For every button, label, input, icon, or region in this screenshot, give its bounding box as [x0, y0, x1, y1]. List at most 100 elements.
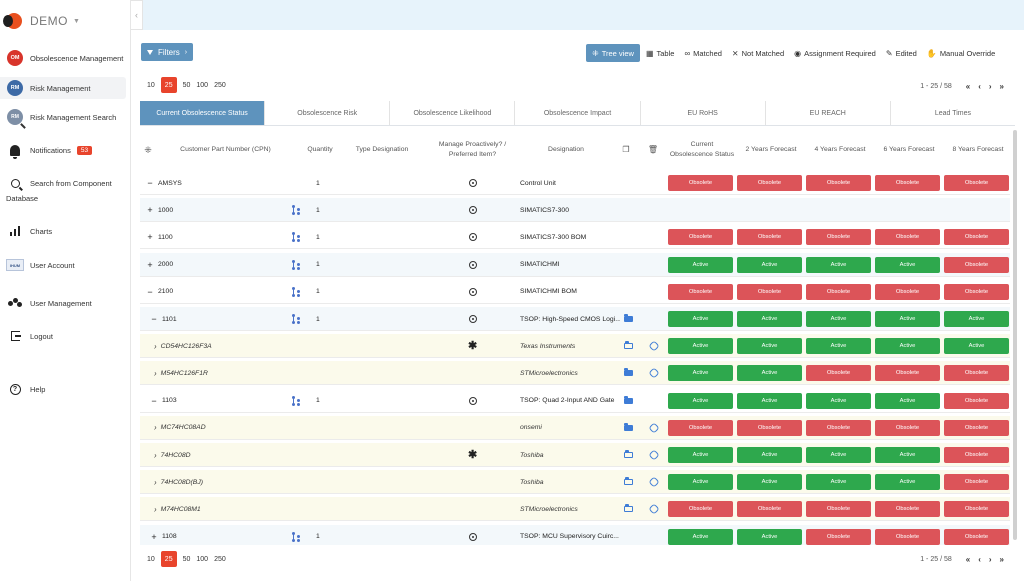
header-quantity[interactable]: Quantity: [307, 146, 333, 154]
table-scrollbar[interactable]: [1013, 130, 1017, 540]
tab-obsolescence-risk[interactable]: Obsolescence Risk: [265, 101, 391, 125]
tab-eu-rohs[interactable]: EU RoHS: [640, 101, 766, 125]
manage-proactively-radio-icon[interactable]: [469, 179, 477, 187]
collapse-minus-icon[interactable]: −: [147, 178, 153, 188]
hierarchy-header-icon[interactable]: ⁜: [144, 144, 152, 155]
sidebar-item-user-account[interactable]: IHUM User Account: [0, 255, 126, 275]
sidebar-collapse-button[interactable]: ‹: [131, 0, 143, 30]
part-row[interactable]: › 74HC08D(BJ) Toshiba Active Active Active Act…: [140, 470, 1010, 495]
sidebar-item-label-continued[interactable]: Database: [6, 194, 39, 203]
sidebar-item-obsolescence-management[interactable]: OM Obsolescence Management: [0, 48, 126, 68]
part-row[interactable]: › 74HC08D ✱ Toshiba Active Active Active Active…: [140, 443, 1010, 467]
prev-page-button[interactable]: ‹: [978, 82, 981, 91]
view-tab-not-matched[interactable]: ⨯ Not Matched: [731, 48, 785, 58]
manage-proactively-radio-icon[interactable]: [469, 287, 477, 296]
folder-icon[interactable]: [624, 477, 633, 486]
expand-chevron-icon[interactable]: ›: [154, 341, 157, 351]
tab-eu-reach[interactable]: EU REACH: [765, 101, 891, 125]
part-row[interactable]: › CD54HC126F3A ✱ Texas Instruments Active Act…: [140, 334, 1010, 359]
view-tab-assignment-required[interactable]: ◉ Assignment Required: [794, 48, 876, 58]
manage-proactively-radio-icon[interactable]: [469, 315, 477, 323]
header-cpn[interactable]: Customer Part Number (CPN): [180, 146, 271, 154]
folder-icon[interactable]: [624, 450, 633, 458]
collapse-minus-icon[interactable]: −: [147, 286, 153, 297]
expand-plus-icon[interactable]: +: [147, 232, 153, 243]
tree-structure-icon[interactable]: [292, 259, 300, 270]
tree-structure-icon[interactable]: [292, 314, 300, 324]
manage-proactively-radio-icon[interactable]: [469, 396, 477, 405]
manage-proactively-radio-icon[interactable]: [469, 260, 477, 269]
sidebar-item-risk-management[interactable]: RM Risk Management: [0, 77, 126, 99]
brand[interactable]: DEMO ▼: [3, 11, 80, 31]
page-size-10[interactable]: 10: [147, 81, 155, 89]
view-tab-matched[interactable]: ∞ Matched: [684, 48, 722, 58]
page-size-50[interactable]: 50: [182, 555, 191, 563]
copy-header-icon[interactable]: ❐: [622, 145, 630, 155]
assembly-row[interactable]: − AMSYS 1 Control Unit Obsolete Obsolete Obsol…: [140, 171, 1010, 195]
link-icon[interactable]: [648, 503, 660, 516]
tree-structure-icon[interactable]: [292, 205, 300, 216]
preferred-item-star-icon[interactable]: ✱: [468, 340, 478, 353]
assembly-row[interactable]: −1101 1 TSOP: High-Speed CMOS Logi... Activ…: [140, 307, 1010, 331]
view-tab-manual-override[interactable]: ✋ Manual Override: [926, 48, 996, 58]
first-page-button[interactable]: «: [965, 555, 971, 564]
page-size-10[interactable]: 10: [147, 555, 155, 563]
link-icon[interactable]: [648, 476, 660, 488]
filters-button[interactable]: Filters ›: [141, 43, 193, 61]
prev-page-button[interactable]: ‹: [978, 555, 981, 564]
next-page-button[interactable]: ›: [988, 555, 992, 564]
next-page-button[interactable]: ›: [988, 82, 992, 91]
manage-proactively-radio-icon[interactable]: [469, 233, 477, 242]
part-row[interactable]: › MC74HC08AD onsemi Obsolete Obsolete Obsolet…: [140, 415, 1010, 440]
link-icon[interactable]: [648, 449, 660, 461]
expand-plus-icon[interactable]: +: [147, 259, 153, 270]
view-tab-edited[interactable]: ✎ Edited: [885, 48, 917, 58]
assembly-row[interactable]: −2100 1 SIMATICHMI BOM Obsolete Obsolete Obso…: [140, 280, 1010, 304]
expand-plus-icon[interactable]: +: [151, 531, 157, 542]
header-current-status[interactable]: Current Obsolescence Status: [669, 141, 735, 158]
first-page-button[interactable]: «: [965, 82, 971, 91]
header-type-designation[interactable]: Type Designation: [355, 146, 409, 154]
header-2-years-forecast[interactable]: 2 Years Forecast: [745, 146, 797, 154]
page-size-250[interactable]: 250: [214, 555, 226, 563]
page-size-100[interactable]: 100: [196, 555, 209, 563]
expand-chevron-icon[interactable]: ›: [154, 368, 157, 378]
link-icon[interactable]: [648, 340, 660, 352]
header-8-years-forecast[interactable]: 8 Years Forecast: [952, 146, 1004, 154]
view-tab-table[interactable]: ▦ Table: [645, 48, 675, 58]
preferred-item-star-icon[interactable]: ✱: [468, 449, 478, 461]
tab-obsolescence-impact[interactable]: Obsolescence Impact: [515, 101, 641, 125]
folder-icon[interactable]: [624, 314, 633, 322]
sidebar-item-notifications[interactable]: Notifications 53: [0, 141, 126, 159]
manage-proactively-radio-icon[interactable]: [469, 532, 477, 541]
sidebar-item-user-management[interactable]: User Management: [0, 294, 126, 312]
collapse-minus-icon[interactable]: −: [151, 395, 157, 406]
page-size-50[interactable]: 50: [182, 81, 191, 89]
page-size-250[interactable]: 250: [214, 81, 226, 89]
link-icon[interactable]: [648, 367, 660, 380]
tab-obsolescence-likelihood[interactable]: Obsolescence Likelihood: [390, 101, 516, 125]
sidebar-item-help[interactable]: ? Help: [0, 380, 126, 398]
expand-chevron-icon[interactable]: ›: [154, 450, 157, 460]
expand-chevron-icon[interactable]: ›: [154, 504, 157, 514]
expand-chevron-icon[interactable]: ›: [154, 477, 157, 487]
tree-structure-icon[interactable]: [292, 286, 300, 297]
page-size-25[interactable]: 25: [160, 551, 177, 567]
trash-header-icon[interactable]: 🗑: [647, 145, 659, 155]
tab-lead-times[interactable]: Lead Times: [890, 101, 1015, 125]
tab-current-obsolescence-status[interactable]: Current Obsolescence Status: [140, 101, 266, 125]
sidebar-item-risk-management-search[interactable]: RM Risk Management Search: [0, 107, 126, 127]
assembly-row[interactable]: +1100 1 SIMATICS7-300 BOM Obsolete Obsolete O…: [140, 225, 1010, 250]
part-row[interactable]: › M54HC126F1R STMicroelectronics Active Acti…: [140, 361, 1010, 386]
folder-icon[interactable]: [624, 422, 633, 431]
sidebar-item-charts[interactable]: Charts: [0, 222, 126, 240]
tree-structure-icon[interactable]: [292, 395, 300, 406]
folder-icon[interactable]: [624, 395, 633, 404]
collapse-minus-icon[interactable]: −: [151, 314, 157, 324]
folder-icon[interactable]: [624, 504, 633, 513]
part-row[interactable]: › M74HC08M1 STMicroelectronics Obsolete Obso…: [140, 497, 1010, 522]
last-page-button[interactable]: »: [999, 82, 1004, 91]
tree-structure-icon[interactable]: [292, 531, 300, 542]
page-size-100[interactable]: 100: [196, 81, 209, 89]
header-designation[interactable]: Designation: [548, 146, 584, 154]
